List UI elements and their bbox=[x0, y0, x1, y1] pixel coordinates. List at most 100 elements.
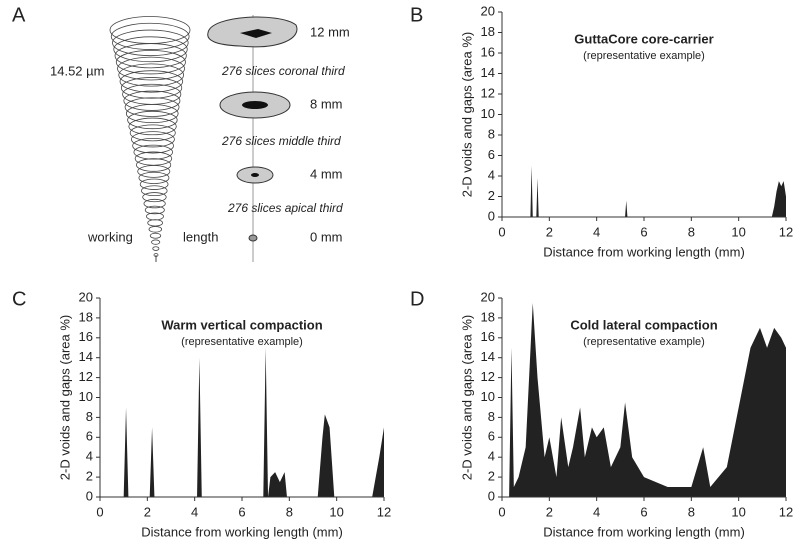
level-label: 8 mm bbox=[310, 96, 343, 111]
slice-ring bbox=[115, 49, 186, 75]
slice-ring bbox=[124, 97, 180, 117]
area bbox=[502, 302, 786, 497]
slice-ring bbox=[118, 63, 184, 87]
slice-ring bbox=[148, 226, 163, 233]
y-tick-label: 8 bbox=[488, 126, 495, 141]
slice-ring bbox=[114, 43, 187, 69]
slice-ring bbox=[117, 56, 185, 81]
slice-ring bbox=[142, 192, 167, 203]
x-tick-label: 8 bbox=[688, 504, 695, 519]
slice-ring bbox=[143, 198, 166, 209]
y-tick-label: 20 bbox=[481, 3, 495, 18]
y-tick-label: 6 bbox=[488, 429, 495, 444]
slice-ring bbox=[152, 246, 160, 251]
y-tick-label: 10 bbox=[79, 389, 93, 404]
slice-ring bbox=[141, 185, 168, 197]
void bbox=[242, 101, 268, 109]
chart-title: Warm vertical compaction bbox=[161, 317, 322, 332]
y-tick-label: 2 bbox=[86, 469, 93, 484]
y-tick-label: 10 bbox=[481, 106, 495, 121]
x-tick-label: 12 bbox=[779, 224, 793, 239]
chart-subtitle: (representative example) bbox=[583, 50, 705, 62]
x-tick-label: 10 bbox=[731, 504, 745, 519]
working-label: working bbox=[87, 229, 133, 244]
y-tick-label: 14 bbox=[79, 349, 93, 364]
x-tick-label: 12 bbox=[377, 504, 391, 519]
y-tick-label: 18 bbox=[481, 24, 495, 39]
x-tick-label: 2 bbox=[144, 504, 151, 519]
level-label: 12 mm bbox=[310, 24, 350, 39]
slice-ring bbox=[128, 117, 177, 136]
x-tick-label: 0 bbox=[96, 504, 103, 519]
panel-a: A 14.52 µm 12 mm 8 mm 4 mm 0 mm 276 slic… bbox=[12, 4, 350, 262]
x-axis-label: Distance from working length (mm) bbox=[543, 524, 745, 539]
y-tick-label: 6 bbox=[488, 147, 495, 162]
slice-ring bbox=[139, 178, 169, 190]
y-tick-label: 6 bbox=[86, 429, 93, 444]
y-tick-label: 16 bbox=[481, 44, 495, 59]
cross-section bbox=[248, 234, 258, 242]
y-tick-label: 8 bbox=[86, 409, 93, 424]
void bbox=[251, 173, 259, 177]
slices-label: 276 slices apical third bbox=[227, 201, 343, 215]
area bbox=[100, 347, 384, 497]
slice-ring bbox=[129, 124, 176, 142]
x-axis-label: Distance from working length (mm) bbox=[141, 524, 343, 539]
slice-ring bbox=[137, 165, 171, 178]
y-tick-label: 18 bbox=[79, 309, 93, 324]
area bbox=[502, 165, 786, 217]
panel-label: B bbox=[410, 4, 423, 26]
y-axis-label: 2-D voids and gaps (area %) bbox=[459, 315, 474, 480]
y-tick-label: 14 bbox=[481, 349, 495, 364]
y-tick-label: 20 bbox=[79, 289, 93, 304]
slice-ring bbox=[132, 137, 174, 154]
x-tick-label: 10 bbox=[329, 504, 343, 519]
slice-ring bbox=[113, 36, 188, 63]
slice-ring bbox=[125, 104, 179, 124]
slice-ring bbox=[149, 232, 162, 239]
x-tick-label: 2 bbox=[546, 504, 553, 519]
resolution-label: 14.52 µm bbox=[50, 63, 104, 78]
chart-title: GuttaCore core-carrier bbox=[574, 31, 713, 46]
x-tick-label: 6 bbox=[640, 504, 647, 519]
x-tick-label: 8 bbox=[688, 224, 695, 239]
y-tick-label: 0 bbox=[86, 488, 93, 503]
slice-ring bbox=[133, 144, 174, 160]
slice-ring bbox=[130, 131, 175, 148]
panel-label: A bbox=[12, 4, 26, 26]
x-tick-label: 4 bbox=[593, 224, 600, 239]
x-tick-label: 0 bbox=[498, 224, 505, 239]
slice-ring bbox=[138, 171, 170, 184]
slice-ring bbox=[136, 158, 172, 172]
y-tick-label: 14 bbox=[481, 65, 495, 80]
y-axis-label: 2-D voids and gaps (area %) bbox=[459, 32, 474, 197]
y-tick-label: 12 bbox=[481, 369, 495, 384]
slice-ring bbox=[119, 70, 184, 93]
void bbox=[240, 29, 272, 38]
chart-subtitle: (representative example) bbox=[181, 336, 303, 348]
y-tick-label: 2 bbox=[488, 469, 495, 484]
chart: 0 2 4 6 8 10 12 14 16 18 20 0 2 4 6 8 10 12 Distance from … bbox=[410, 3, 793, 259]
slice-ring bbox=[120, 77, 183, 99]
x-axis-label: Distance from working length (mm) bbox=[543, 244, 745, 259]
y-tick-label: 8 bbox=[488, 409, 495, 424]
chart-subtitle: (representative example) bbox=[583, 336, 705, 348]
x-tick-label: 0 bbox=[498, 504, 505, 519]
level-label: 4 mm bbox=[310, 166, 343, 181]
slice-ring bbox=[110, 22, 190, 50]
x-tick-label: 12 bbox=[779, 504, 793, 519]
y-tick-label: 12 bbox=[79, 369, 93, 384]
slices-label: 276 slices middle third bbox=[221, 134, 341, 148]
x-tick-label: 8 bbox=[286, 504, 293, 519]
y-tick-label: 18 bbox=[481, 309, 495, 324]
x-tick-label: 10 bbox=[731, 224, 745, 239]
y-tick-label: 16 bbox=[481, 329, 495, 344]
x-tick-label: 6 bbox=[640, 224, 647, 239]
x-tick-label: 4 bbox=[191, 504, 198, 519]
chart: 0 2 4 6 8 10 12 14 16 18 20 0 2 4 6 8 10 12 Distance from … bbox=[12, 288, 391, 539]
y-tick-label: 12 bbox=[481, 85, 495, 100]
chart-title: Cold lateral compaction bbox=[570, 317, 717, 332]
slice-ring bbox=[144, 205, 165, 215]
y-axis-label: 2-D voids and gaps (area %) bbox=[57, 315, 72, 480]
